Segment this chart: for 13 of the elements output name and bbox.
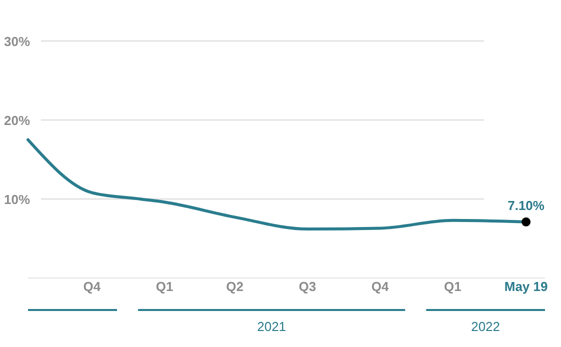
y-tick-label: 10%	[4, 192, 30, 207]
y-tick-label: 30%	[4, 34, 30, 49]
text: 2022	[471, 319, 500, 334]
x-tick-label: Q3	[298, 279, 316, 294]
x-tick-label: Q4	[83, 279, 102, 294]
x-tick-label: Q2	[226, 279, 244, 294]
x-tick-label: Q4	[371, 279, 390, 294]
x-tick-label: Q1	[156, 279, 174, 294]
x-tick-label: May 19	[504, 279, 548, 294]
text: 2021	[257, 319, 286, 334]
data-label: 7.10%	[508, 198, 545, 213]
x-tick-label: Q1	[444, 279, 462, 294]
y-tick-label: 20%	[4, 113, 30, 128]
